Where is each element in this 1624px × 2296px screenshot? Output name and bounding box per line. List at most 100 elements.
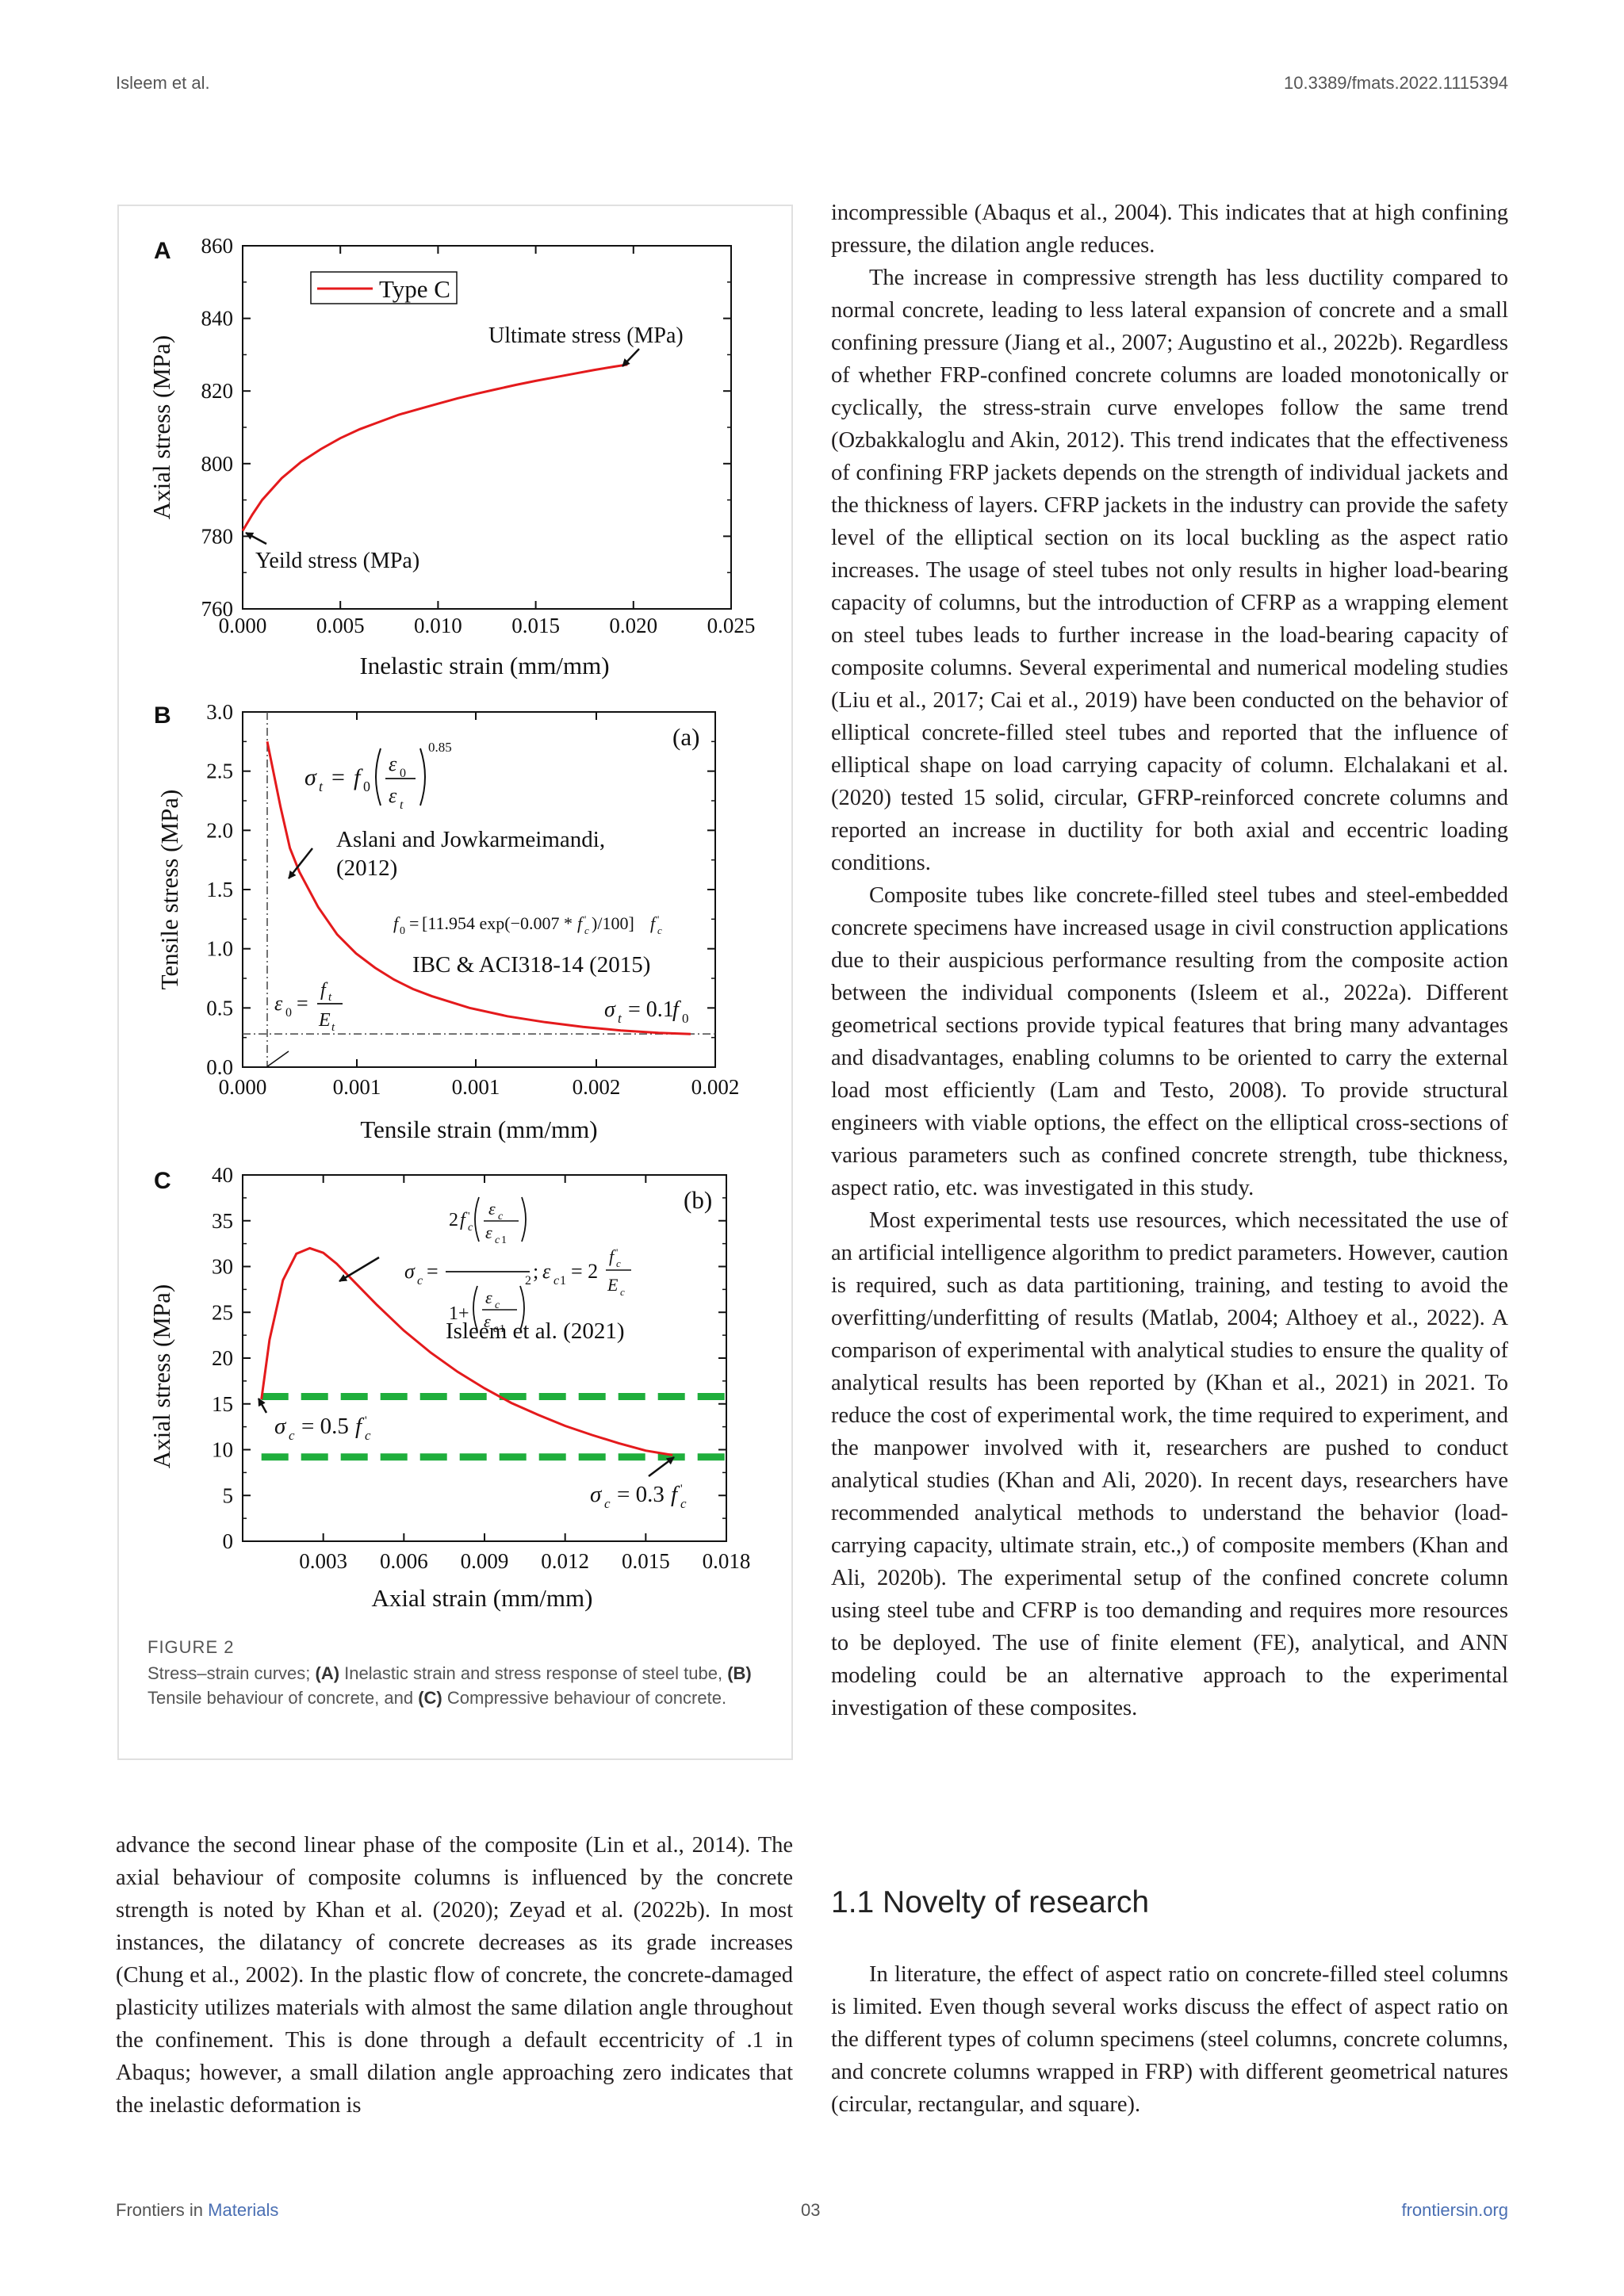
y-tick-label: 3.0 xyxy=(206,700,233,724)
y-tick-label: 1.0 xyxy=(206,937,233,961)
arrow-yield-stress xyxy=(245,531,267,545)
arrow-aslani xyxy=(288,848,313,879)
svg-text:1: 1 xyxy=(500,1323,505,1335)
equation-sigma-min: σ t = 0.1 f 0 xyxy=(604,997,689,1026)
x-axis-label-c: Axial strain (mm/mm) xyxy=(372,1584,593,1612)
footer-site-link[interactable]: frontiersin.org xyxy=(1401,2200,1508,2220)
x-tick-label: 0.009 xyxy=(461,1549,509,1573)
y-tick-label: 860 xyxy=(201,234,234,258)
svg-text:t: t xyxy=(331,1021,335,1034)
caption-ref-c: (C) xyxy=(418,1688,442,1708)
svg-text:= 0.3: = 0.3 xyxy=(617,1482,665,1507)
body-paragraph-5: In literature, the effect of aspect rati… xyxy=(831,1962,1508,2117)
section-heading: 1.1 Novelty of research xyxy=(831,1885,1150,1919)
y-tick-label: 30 xyxy=(212,1255,233,1279)
svg-text:c: c xyxy=(680,1496,687,1511)
svg-text:f: f xyxy=(672,997,681,1022)
annotation-aslani-2: (2012) xyxy=(336,855,397,881)
body-paragraph-2: The increase in compressive strength has… xyxy=(831,266,1508,875)
x-tick-label: 0.003 xyxy=(299,1549,347,1573)
x-tick-labels-a: 0.000 0.005 0.010 0.015 0.020 0.025 xyxy=(219,614,756,637)
caption-text-4: Compressive behaviour of concrete. xyxy=(442,1688,727,1708)
annotation-isleem: Isleem et al. (2021) xyxy=(446,1318,624,1344)
svg-text:= 0.1: = 0.1 xyxy=(628,997,674,1022)
x-tick-label: 0.006 xyxy=(380,1549,428,1573)
arrow-ultimate-stress xyxy=(622,348,640,367)
annotation-yield-stress: Yeild stress (MPa) xyxy=(255,549,419,573)
svg-text:f: f xyxy=(650,913,657,933)
pointer-origin-b xyxy=(266,1050,289,1068)
equation-compressive: σ c = 2 f ' c ε c ε c 1 1+ ε c ε c 1 2 xyxy=(404,1196,631,1335)
svg-text:σ: σ xyxy=(304,764,317,790)
equation-f0: f 0 = [11.954 exp(−0.007 * f ' c )/100] … xyxy=(393,913,662,937)
y-tick-label: 25 xyxy=(212,1300,233,1324)
y-tick-label: 20 xyxy=(212,1346,233,1370)
left-column: advance the second linear phase of the c… xyxy=(116,1829,793,2122)
figure-caption: FIGURE 2 Stress–strain curves; (A) Inela… xyxy=(147,1635,774,1710)
svg-text:f: f xyxy=(671,1482,680,1507)
y-tick-label: 0 xyxy=(223,1529,234,1553)
y-axis-label-a: Axial stress (MPa) xyxy=(147,335,175,519)
x-axis-label-a: Inelastic strain (mm/mm) xyxy=(359,652,609,679)
doi: 10.3389/fmats.2022.1115394 xyxy=(1284,73,1508,93)
svg-text:f: f xyxy=(460,1210,468,1230)
y-tick-label: 10 xyxy=(212,1438,233,1462)
y-tick-label: 5 xyxy=(223,1483,234,1507)
svg-text:)/100]: )/100] xyxy=(592,913,634,933)
panel-tag-b: (b) xyxy=(684,1186,712,1214)
svg-text:c: c xyxy=(468,1222,473,1234)
svg-text:=: = xyxy=(409,913,419,933)
svg-text:c: c xyxy=(584,924,589,936)
svg-text:;: ; xyxy=(533,1260,538,1283)
svg-text:c: c xyxy=(498,1211,504,1223)
body-paragraph-4: Most experimental tests use resources, w… xyxy=(831,1208,1508,1720)
x-tick-label: 0.000 xyxy=(219,1075,267,1099)
caption-text-3: Tensile behaviour of concrete, and xyxy=(147,1688,419,1708)
svg-text:0: 0 xyxy=(285,1006,292,1020)
y-tick-label: 40 xyxy=(212,1163,233,1187)
svg-text:=: = xyxy=(297,992,308,1015)
svg-text:1+: 1+ xyxy=(449,1303,469,1324)
caption-ref-b: (B) xyxy=(727,1663,752,1683)
x-tick-labels-c: 0.003 0.006 0.009 0.012 0.015 0.018 xyxy=(299,1549,750,1573)
svg-text:= 0.5: = 0.5 xyxy=(301,1414,349,1439)
svg-text:ε: ε xyxy=(485,1223,492,1242)
x-tick-label: 0.002 xyxy=(691,1075,740,1099)
svg-text:0.85: 0.85 xyxy=(428,740,452,755)
body-paragraph-3: Composite tubes like concrete-filled ste… xyxy=(831,883,1508,1200)
svg-text:': ' xyxy=(468,1211,470,1223)
footer-journal-name: Materials xyxy=(208,2200,279,2220)
svg-text:t: t xyxy=(319,779,324,794)
svg-text:0: 0 xyxy=(682,1011,689,1026)
svg-text:ε: ε xyxy=(389,752,397,775)
svg-text:ε: ε xyxy=(542,1260,551,1283)
svg-text:ε: ε xyxy=(488,1199,496,1219)
svg-text:t: t xyxy=(328,991,332,1004)
page-number: 03 xyxy=(801,2200,821,2220)
svg-text:ε: ε xyxy=(274,992,283,1015)
svg-text:c: c xyxy=(289,1428,295,1443)
caption-text-1: Stress–strain curves; xyxy=(147,1663,316,1683)
svg-text:': ' xyxy=(680,1483,683,1495)
svg-text:c: c xyxy=(604,1496,611,1511)
svg-text:ε: ε xyxy=(485,1288,492,1307)
svg-text:c: c xyxy=(495,1234,500,1246)
caption-text-2: Inelastic strain and stress response of … xyxy=(339,1663,728,1683)
svg-text:': ' xyxy=(657,913,659,925)
svg-text:': ' xyxy=(616,1246,618,1258)
arrow-half-fc xyxy=(257,1398,268,1414)
y-tick-label: 0.0 xyxy=(206,1055,233,1079)
y-tick-label: 2.5 xyxy=(206,760,233,783)
y-tick-label: 800 xyxy=(201,452,234,476)
svg-text:c: c xyxy=(620,1286,625,1298)
x-tick-label: 0.002 xyxy=(573,1075,621,1099)
y-tick-label: 760 xyxy=(201,597,234,621)
tick-group-a xyxy=(242,245,732,610)
chart-panel-b: 0.00.51.01.52.02.53.0 0.000 0.001 0.001 0.0… xyxy=(155,700,739,1143)
svg-text:0: 0 xyxy=(400,925,405,937)
svg-text:E: E xyxy=(318,1010,331,1031)
body-paragraph-1: incompressible (Abaqus et al., 2004). Th… xyxy=(831,201,1508,258)
footer-journal-prefix: Frontiers in xyxy=(116,2200,204,2220)
